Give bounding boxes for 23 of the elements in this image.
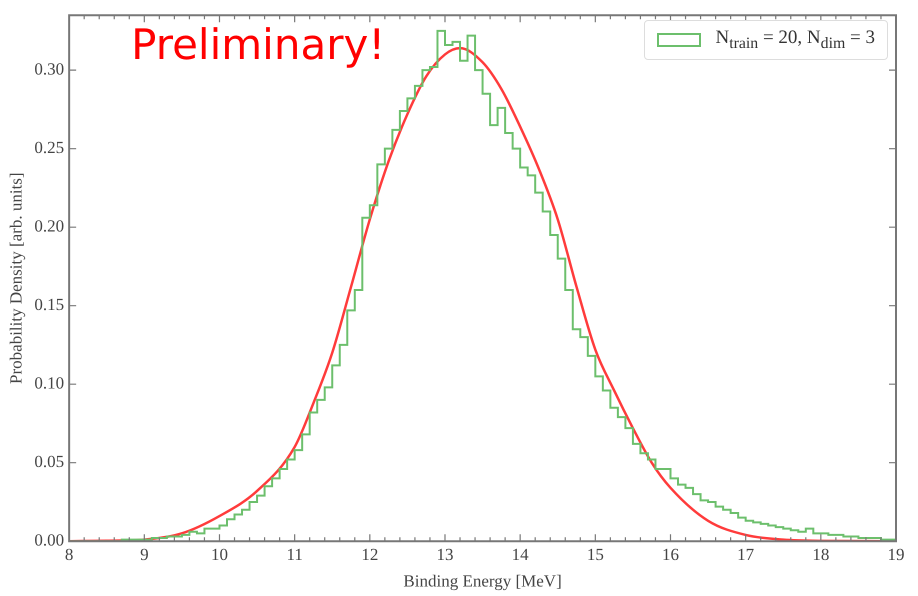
x-tick-label: 19 <box>888 544 904 564</box>
x-tick-label: 10 <box>210 544 228 564</box>
y-axis-title: Probability Density [arb. units] <box>6 172 26 384</box>
x-tick-label: 18 <box>812 544 830 564</box>
x-tick-label: 9 <box>140 544 149 564</box>
y-tick-label: 0.30 <box>34 60 64 79</box>
x-axis-title: Binding Energy [MeV] <box>403 571 562 590</box>
x-tick-label: 17 <box>737 544 755 564</box>
y-tick-label: 0.10 <box>34 374 64 393</box>
y-tick-label: 0.15 <box>34 295 64 314</box>
y-tick-label: 0.25 <box>34 138 64 158</box>
y-tick-label: 0.00 <box>34 530 64 550</box>
legend-label: N$_{train}$ = 20, N$_{dim}$ = 3 <box>715 27 875 53</box>
y-tick-label: 0.05 <box>34 452 64 472</box>
y-tick-label: 0.20 <box>34 216 64 236</box>
x-tick-label: 16 <box>662 544 679 564</box>
x-tick-label: 15 <box>586 544 604 564</box>
x-tick-label: 14 <box>512 544 530 564</box>
annotation: Preliminary! <box>131 20 386 70</box>
x-tick-label: 11 <box>286 544 303 564</box>
x-tick-label: 12 <box>361 544 378 564</box>
x-tick-label: 13 <box>436 544 454 564</box>
x-tick-label: 8 <box>64 544 74 564</box>
